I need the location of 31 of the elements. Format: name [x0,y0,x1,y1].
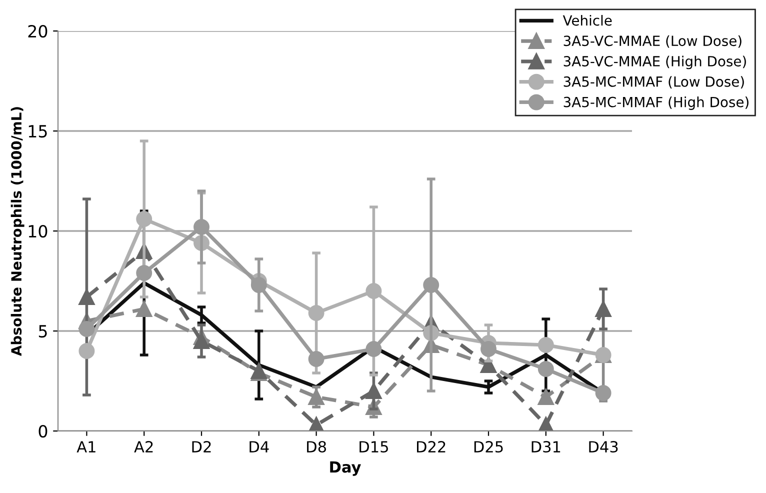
point [136,301,152,317]
legend-label: 3A5-MC-MMAF (Low Dose) [564,76,744,89]
legend-label: 3A5-VC-MMAE (Low Dose) [564,35,742,48]
y-tick-label: 20 [28,24,48,38]
legend-label: Vehicle [562,14,612,26]
x-tick-label: D15 [360,441,388,453]
x-tick-label: D31 [532,440,560,453]
point [538,361,554,377]
x-tick-label: D22 [416,440,446,452]
y-axis-title: Absolute Neutrophils (1000/mL) [10,107,24,356]
point [480,341,496,357]
x-tick-label: D25 [474,440,503,453]
legend-label: 3A5-MC-MMAF (High Dose) [564,96,748,110]
x-tick-label: D4 [250,441,269,452]
x-axis-title: Day [330,461,361,476]
point [136,265,152,281]
x-tick-label: D8 [307,440,326,453]
legend-label: 3A5-VC-MMAE (High Dose) [564,56,746,70]
point [78,321,95,337]
point [366,341,382,357]
x-tick-label: D43 [589,440,618,453]
x-tick-label: D2 [192,440,211,452]
y-tick-label: 15 [28,125,47,138]
y-tick-label: 5 [38,325,47,338]
y-tick-label: 10 [28,224,48,238]
y-tick-label: 0 [38,424,48,438]
point [538,337,554,353]
point [308,351,324,367]
x-tick-label: A1 [76,441,96,452]
x-tick-label: A2 [134,440,153,452]
point [78,343,95,359]
